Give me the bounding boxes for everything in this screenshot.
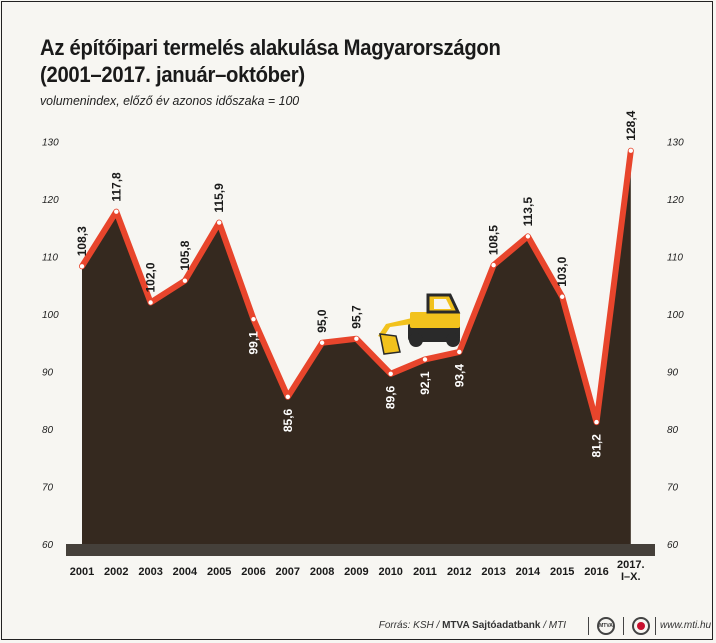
x-tick-label: 2012 [447,566,471,578]
value-label: 117,8 [109,172,123,202]
data-points [79,148,633,425]
x-tick-label: 2017. I–X. [617,559,645,583]
chart-subtitle: volumenindex, előző év azonos időszaka =… [40,93,300,108]
y-tick-right: 120 [667,195,684,206]
value-label: 108,5 [487,225,501,255]
data-point [251,316,256,322]
value-label: 115,9 [212,183,226,213]
y-tick-left: 80 [42,425,54,436]
value-label: 128,4 [624,110,638,140]
source-prefix: Forrás: KSH / [378,620,443,631]
y-tick-left: 70 [42,483,54,494]
mti-logo [632,617,650,635]
x-tick-label: 2008 [310,566,334,578]
y-axis-right: 60 70 80 90 100 110 120 130 [667,138,684,552]
x-tick-label: 2002 [104,566,128,578]
y-tick-right: 70 [667,483,679,494]
data-point [217,220,222,225]
data-point [422,357,428,362]
y-tick-left: 100 [42,310,59,321]
data-point [525,234,531,239]
source-suffix: / MTI [540,620,566,631]
x-tick-label: 2009 [344,566,368,578]
title-line-2: (2001–2017. január–október) [40,62,305,87]
value-labels: 108,3 117,8 102,0 105,8 115,9 99,1 85,6 95,0 95,… [75,110,638,457]
footer-separator [655,617,656,635]
source-text: Forrás: KSH / MTVA Sajtóadatbank / MTI [379,620,566,631]
value-label: 102,0 [144,262,158,292]
footer-separator [623,617,624,635]
data-point [457,349,462,355]
title-line-1: Az építőipari termelés alakulása Magyaro… [40,35,501,60]
data-point [628,148,633,153]
x-tick-label: 2014 [516,566,541,578]
data-point [114,209,119,214]
chart-title: Az építőipari termelés alakulása Magyaro… [40,34,501,88]
data-point [182,278,188,283]
x-tick-label: 2016 [584,566,608,578]
excavator-icon [378,293,461,355]
baseline-bar [66,544,655,556]
x-tick-label: 2007 [276,566,300,578]
y-tick-left: 110 [42,253,58,264]
data-point [594,419,599,425]
data-point [354,336,359,341]
area-fill [82,150,631,544]
x-tick-label: 2010 [378,566,402,578]
site-link[interactable]: www.mti.hu [660,620,712,631]
x-tick-label: 2001 [70,566,94,578]
x-tick-label: 2006 [241,566,265,578]
x-tick-label: 2011 [413,566,437,578]
source-bold: MTVA Sajtóadatbank [442,620,541,631]
footer-separator [588,617,589,635]
value-label: 95,7 [349,305,363,329]
y-tick-left: 120 [42,195,59,206]
data-point [79,264,85,269]
value-label: 81,2 [590,434,604,458]
value-label: 99,1 [247,331,261,355]
x-axis-labels: 2001 2002 2003 2004 2005 2006 2007 2008 2009 2010… [70,559,645,583]
mtva-logo: MTVA [597,617,615,635]
footer: Forrás: KSH / MTVA Sajtóadatbank / MTI M… [0,612,716,640]
value-label: 89,6 [384,385,398,409]
data-point [491,262,496,268]
value-label: 95,0 [315,309,329,333]
y-tick-right: 80 [667,425,679,436]
y-tick-right: 90 [667,368,679,379]
x-tick-label: 2003 [138,566,162,578]
x-tick-label: 2015 [550,566,574,578]
value-label: 105,8 [178,240,192,270]
value-label: 103,0 [555,256,569,286]
y-tick-left: 90 [42,368,54,379]
data-point [560,294,565,299]
y-tick-right: 60 [667,540,679,551]
x-tick-label: 2005 [207,566,231,578]
y-tick-left: 130 [42,138,59,149]
x-tick-label: 2013 [481,566,505,578]
value-label: 108,3 [75,226,89,256]
value-label: 113,5 [521,197,535,227]
data-point [388,371,393,376]
y-axis-left: 60 70 80 90 100 110 120 130 [42,138,59,552]
data-point [285,394,290,399]
y-tick-right: 110 [667,253,683,264]
value-label: 93,4 [452,364,466,388]
x-tick-label: 2004 [173,566,198,578]
y-tick-right: 130 [667,138,684,149]
data-point [319,340,325,345]
value-label: 85,6 [281,408,295,432]
data-point [148,300,153,305]
y-tick-left: 60 [42,540,54,551]
value-label: 92,1 [418,371,432,395]
y-tick-right: 100 [667,310,684,321]
